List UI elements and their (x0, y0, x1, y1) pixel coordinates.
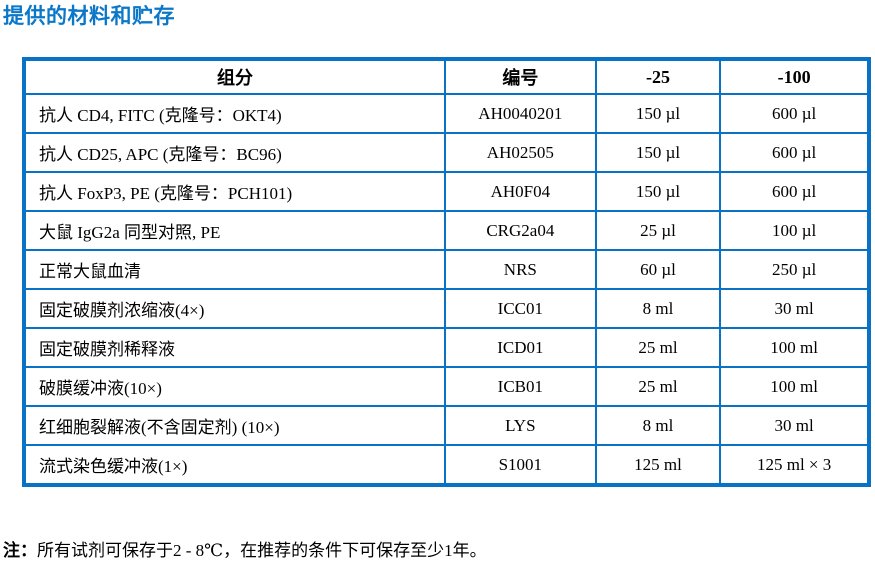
cell-col-catalog: S1001 (443, 444, 597, 486)
cell-col-catalog: AH02505 (443, 132, 597, 173)
cell-col-minus25: 8 ml (594, 288, 722, 329)
note-text: 所有试剂可保存于2 - 8℃，在推荐的条件下可保存至少1年。 (37, 541, 487, 560)
cell-col-catalog: NRS (443, 249, 597, 290)
cell-col-minus25: 25 ml (594, 366, 722, 407)
cell-col-minus100: 600 µl (719, 171, 870, 212)
table-body: 抗人 CD4, FITC (克隆号：OKT4) AH0040201 150 µl 60… (23, 93, 870, 486)
table-row: 固定破膜剂稀释液 ICD01 25 ml 100 ml (23, 327, 870, 368)
cell-col-minus25: 60 µl (594, 249, 722, 290)
cell-col-minus100: 100 ml (719, 366, 870, 407)
cell-col-component: 破膜缓冲液(10×) (23, 366, 446, 407)
cell-col-component: 红细胞裂解液(不含固定剂) (10×) (23, 405, 446, 446)
cell-col-minus100: 100 µl (719, 210, 870, 251)
cell-col-component: 抗人 CD4, FITC (克隆号：OKT4) (23, 93, 446, 134)
table-row: 抗人 CD4, FITC (克隆号：OKT4) AH0040201 150 µl 60… (23, 93, 870, 134)
cell-col-minus25: 125 ml (594, 444, 722, 486)
cell-col-component: 固定破膜剂稀释液 (23, 327, 446, 368)
storage-note: 注：所有试剂可保存于2 - 8℃，在推荐的条件下可保存至少1年。 (3, 540, 487, 562)
cell-col-minus100: 600 µl (719, 93, 870, 134)
cell-col-catalog: ICC01 (443, 288, 597, 329)
cell-col-catalog: LYS (443, 405, 597, 446)
cell-col-minus25: 150 µl (594, 171, 722, 212)
table-header-row: 组分 编号 -25 -100 (23, 58, 870, 95)
table-row: 正常大鼠血清 NRS 60 µl 250 µl (23, 249, 870, 290)
cell-col-component: 大鼠 IgG2a 同型对照, PE (23, 210, 446, 251)
cell-col-minus25: 150 µl (594, 132, 722, 173)
table-row: 抗人 CD25, APC (克隆号：BC96) AH02505 150 µl 600 … (23, 132, 870, 173)
table-header: 组分 编号 -25 -100 (23, 58, 870, 95)
cell-col-catalog: ICB01 (443, 366, 597, 407)
cell-col-minus25: 8 ml (594, 405, 722, 446)
cell-col-minus100: 250 µl (719, 249, 870, 290)
cell-col-component: 正常大鼠血清 (23, 249, 446, 290)
cell-col-catalog: ICD01 (443, 327, 597, 368)
section-title: 提供的材料和贮存 (3, 5, 175, 28)
cell-col-minus25: 150 µl (594, 93, 722, 134)
cell-col-minus100: 30 ml (719, 288, 870, 329)
cell-col-component: 固定破膜剂浓缩液(4×) (23, 288, 446, 329)
cell-col-catalog: CRG2a04 (443, 210, 597, 251)
cell-col-minus100: 30 ml (719, 405, 870, 446)
cell-col-component: 流式染色缓冲液(1×) (23, 444, 446, 486)
note-label: 注： (3, 541, 37, 560)
cell-col-component: 抗人 FoxP3, PE (克隆号：PCH101) (23, 171, 446, 212)
header-col-minus100: -100 (719, 58, 870, 95)
table-row: 红细胞裂解液(不含固定剂) (10×) LYS 8 ml 30 ml (23, 405, 870, 446)
cell-col-component: 抗人 CD25, APC (克隆号：BC96) (23, 132, 446, 173)
cell-col-catalog: AH0F04 (443, 171, 597, 212)
header-col-minus25: -25 (594, 58, 722, 95)
cell-col-minus100: 100 ml (719, 327, 870, 368)
table-row: 抗人 FoxP3, PE (克隆号：PCH101) AH0F04 150 µl 600… (23, 171, 870, 212)
cell-col-minus100: 125 ml × 3 (719, 444, 870, 486)
materials-table-container: 组分 编号 -25 -100 抗人 CD4, FITC (克隆号：OKT4) AH004… (22, 57, 871, 487)
materials-table: 组分 编号 -25 -100 抗人 CD4, FITC (克隆号：OKT4) AH004… (22, 57, 871, 487)
table-row: 流式染色缓冲液(1×) S1001 125 ml 125 ml × 3 (23, 444, 870, 486)
cell-col-minus25: 25 ml (594, 327, 722, 368)
cell-col-minus100: 600 µl (719, 132, 870, 173)
cell-col-catalog: AH0040201 (443, 93, 597, 134)
header-col-catalog: 编号 (443, 58, 597, 95)
cell-col-minus25: 25 µl (594, 210, 722, 251)
header-col-component: 组分 (23, 58, 446, 95)
table-row: 破膜缓冲液(10×) ICB01 25 ml 100 ml (23, 366, 870, 407)
table-row: 固定破膜剂浓缩液(4×) ICC01 8 ml 30 ml (23, 288, 870, 329)
table-row: 大鼠 IgG2a 同型对照, PE CRG2a04 25 µl 100 µl (23, 210, 870, 251)
